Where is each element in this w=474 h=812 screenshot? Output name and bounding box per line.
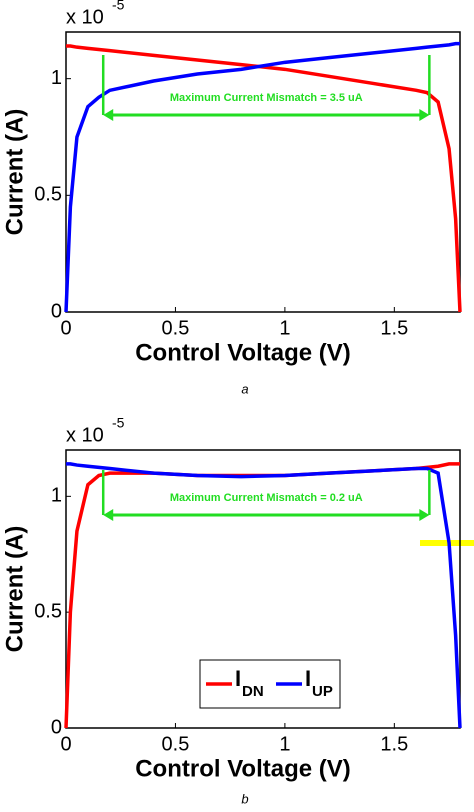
legend-label: I xyxy=(305,666,311,691)
plot-area xyxy=(65,449,461,729)
series-line xyxy=(66,462,462,729)
x-axis-label: Control Voltage (V) xyxy=(135,339,351,366)
axis-exponent: -5 xyxy=(112,415,125,431)
annotation: Maximum Current Mismatch = 3.5 uA xyxy=(170,92,363,104)
highlight-strip xyxy=(420,540,474,546)
x-tick-label: 1.5 xyxy=(380,317,408,339)
plot-area xyxy=(65,31,461,313)
y-tick-label: 0 xyxy=(51,300,62,322)
y-tick-label: 0.5 xyxy=(34,184,62,206)
y-axis-label: Current (A) xyxy=(1,109,28,236)
caption: a xyxy=(241,381,248,396)
x-tick-label: 0.5 xyxy=(162,317,190,339)
legend-subscript: UP xyxy=(312,683,333,700)
axis-multiplier: x 10 xyxy=(66,6,104,28)
y-tick-label: 1 xyxy=(51,67,62,89)
y-axis-label: Current (A) xyxy=(1,526,28,653)
x-tick-label: 1 xyxy=(279,733,290,755)
axis-exponent: -5 xyxy=(112,0,125,13)
x-tick-label: 0.5 xyxy=(162,733,190,755)
y-tick-label: 0.5 xyxy=(34,600,62,622)
legend-subscript: DN xyxy=(242,683,264,700)
y-tick-label: 0 xyxy=(51,716,62,738)
x-tick-label: 0 xyxy=(60,317,71,339)
y-tick-label: 1 xyxy=(51,485,62,507)
series-line xyxy=(64,41,460,313)
axis-multiplier: x 10 xyxy=(66,424,104,446)
x-tick-label: 0 xyxy=(60,733,71,755)
x-tick-label: 1 xyxy=(279,317,290,339)
x-axis-label: Control Voltage (V) xyxy=(135,755,351,782)
x-tick-label: 1.5 xyxy=(380,733,408,755)
caption: b xyxy=(241,791,248,806)
annotation: Maximum Current Mismatch = 0.2 uA xyxy=(170,492,363,504)
legend-label: I xyxy=(235,666,241,691)
